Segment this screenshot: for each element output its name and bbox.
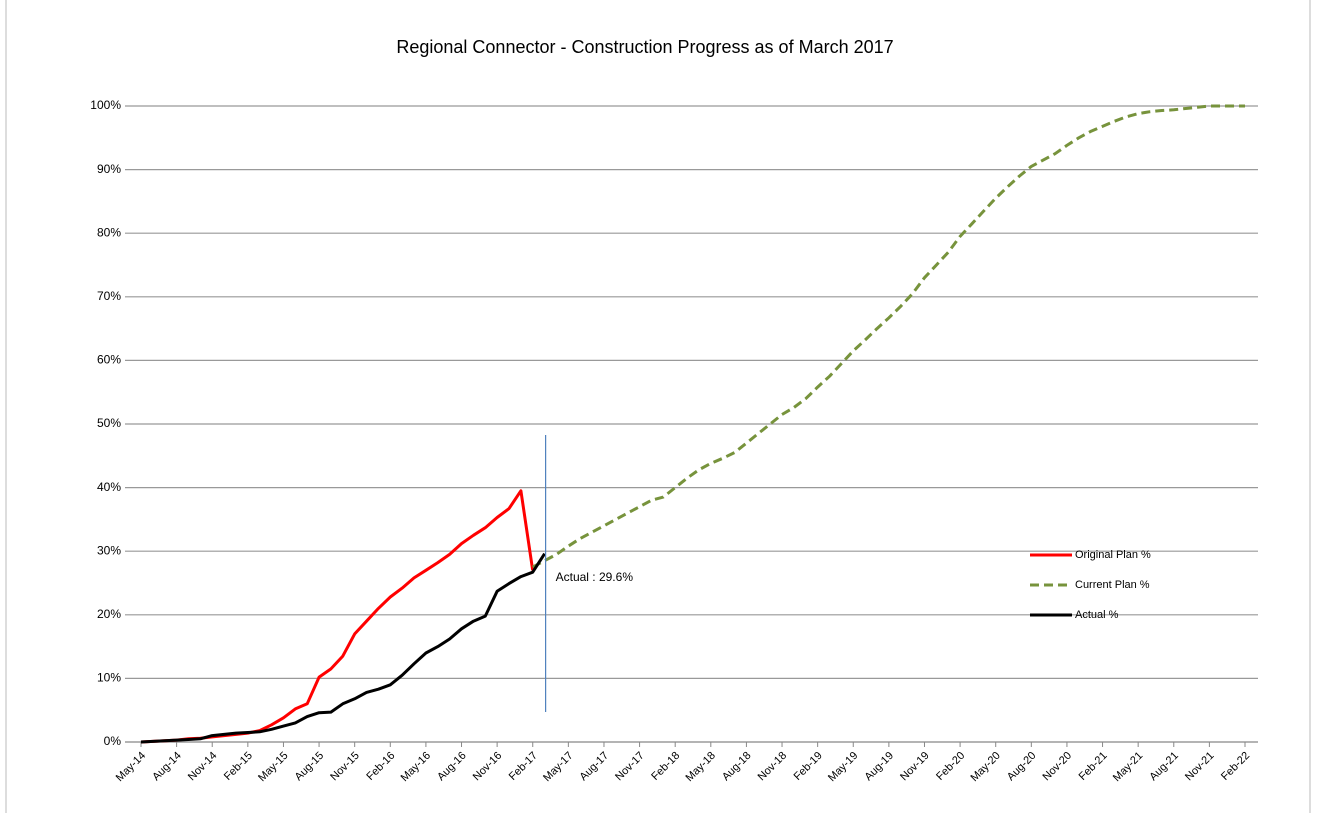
series-line: [140, 489, 535, 744]
x-tick-label: Aug-21: [1147, 750, 1181, 784]
x-tick-label: Aug-17: [578, 750, 612, 784]
x-tick-label: Feb-20: [934, 750, 967, 783]
x-tick-label: Feb-17: [507, 750, 540, 783]
y-tick-label: 60%: [97, 353, 121, 367]
x-tick-label: Feb-21: [1077, 750, 1110, 783]
x-tick-label: Aug-19: [862, 750, 896, 784]
y-tick-label: 50%: [97, 416, 121, 430]
legend-label: Actual %: [1075, 609, 1119, 621]
y-tick-label: 90%: [97, 162, 121, 176]
y-tick-label: 20%: [97, 607, 121, 621]
x-tick-label: Feb-18: [649, 750, 682, 783]
x-tick-label: Feb-22: [1219, 750, 1252, 783]
legend-label: Original Plan %: [1075, 549, 1151, 561]
y-tick-label: 30%: [97, 543, 121, 557]
series-line: [140, 552, 546, 744]
x-tick-label: Aug-14: [150, 750, 184, 784]
x-tick-label: May-19: [826, 750, 860, 784]
x-tick-label: Nov-16: [471, 750, 505, 784]
series-line: [531, 104, 1245, 569]
x-tick-label: May-14: [114, 750, 148, 784]
legend-label: Current Plan %: [1075, 579, 1150, 591]
y-tick-label: 0%: [104, 734, 122, 748]
x-tick-label: May-20: [968, 750, 1002, 784]
x-tick-label: Nov-20: [1041, 750, 1075, 784]
y-tick-label: 40%: [97, 480, 121, 494]
y-tick-label: 10%: [97, 671, 121, 685]
x-tick-label: Aug-20: [1005, 750, 1039, 784]
x-tick-label: Aug-16: [435, 750, 469, 784]
x-tick-label: May-17: [541, 750, 575, 784]
x-tick-label: Feb-15: [222, 750, 255, 783]
y-tick-label: 70%: [97, 289, 121, 303]
x-tick-label: Nov-19: [898, 750, 932, 784]
annotation: Actual : 29.6%: [556, 570, 634, 584]
y-tick-label: 100%: [90, 98, 121, 112]
y-tick-label: 80%: [97, 225, 121, 239]
x-tick-label: Nov-18: [756, 750, 790, 784]
x-tick-label: Aug-18: [720, 750, 754, 784]
x-tick-label: Nov-14: [186, 750, 220, 784]
x-tick-label: Nov-21: [1183, 750, 1217, 784]
x-tick-label: May-16: [399, 750, 433, 784]
x-tick-label: Feb-16: [364, 750, 397, 783]
x-tick-label: Nov-15: [328, 750, 362, 784]
x-tick-label: Feb-19: [792, 750, 825, 783]
x-tick-label: Aug-15: [293, 750, 327, 784]
chart-title: Regional Connector - Construction Progre…: [396, 37, 893, 57]
x-tick-label: May-18: [684, 750, 718, 784]
x-tick-label: Nov-17: [613, 750, 647, 784]
x-tick-label: May-21: [1111, 750, 1145, 784]
x-tick-label: May-15: [256, 750, 290, 784]
